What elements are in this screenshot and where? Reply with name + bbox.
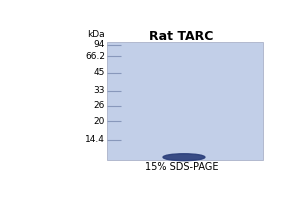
Text: 33: 33 [93,86,105,95]
Text: 26: 26 [94,101,105,110]
Text: 45: 45 [94,68,105,77]
FancyBboxPatch shape [107,42,263,160]
Text: 14.4: 14.4 [85,135,105,144]
Text: 20: 20 [94,117,105,126]
Text: 66.2: 66.2 [85,52,105,61]
Text: 15% SDS-PAGE: 15% SDS-PAGE [145,162,218,172]
Text: kDa: kDa [87,30,105,39]
Ellipse shape [163,154,205,161]
Text: 94: 94 [94,40,105,49]
Text: Rat TARC: Rat TARC [149,30,214,43]
